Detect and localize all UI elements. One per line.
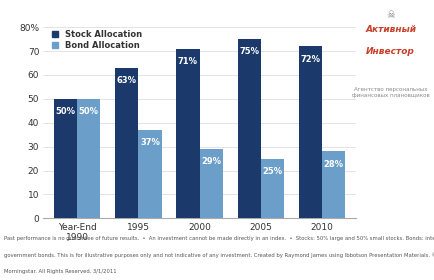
Text: 28%: 28%: [324, 160, 344, 169]
Text: Активный: Активный: [365, 25, 416, 34]
Bar: [77, 99, 100, 218]
Text: Morningstar. All Rights Reserved. 3/1/2011: Morningstar. All Rights Reserved. 3/1/20…: [4, 269, 117, 274]
Text: 63%: 63%: [117, 76, 137, 85]
Bar: [200, 149, 223, 218]
Text: Past performance is no guarantee of future results.  •  An investment cannot be : Past performance is no guarantee of futu…: [4, 236, 434, 241]
Bar: [54, 99, 77, 218]
Bar: [238, 39, 261, 218]
Bar: [176, 49, 200, 218]
Text: 37%: 37%: [140, 138, 160, 147]
Bar: [299, 46, 322, 218]
Text: 71%: 71%: [178, 57, 198, 66]
Text: ☠: ☠: [386, 10, 395, 20]
Bar: [138, 130, 161, 218]
Text: 50%: 50%: [56, 107, 76, 116]
Bar: [322, 151, 345, 218]
Text: government bonds. This is for illustrative purposes only and not indicative of a: government bonds. This is for illustrati…: [4, 252, 434, 258]
Text: 72%: 72%: [300, 55, 321, 64]
Text: Инвестор: Инвестор: [366, 47, 415, 56]
Bar: [115, 68, 138, 218]
Text: 29%: 29%: [201, 157, 221, 166]
Bar: [261, 159, 284, 218]
Text: Агентство персональных
финансовых плановщиков: Агентство персональных финансовых планов…: [352, 87, 430, 98]
Legend: Stock Allocation, Bond Allocation: Stock Allocation, Bond Allocation: [51, 29, 144, 52]
Text: 25%: 25%: [263, 167, 283, 176]
Text: 50%: 50%: [79, 107, 99, 116]
Text: 75%: 75%: [239, 48, 259, 57]
